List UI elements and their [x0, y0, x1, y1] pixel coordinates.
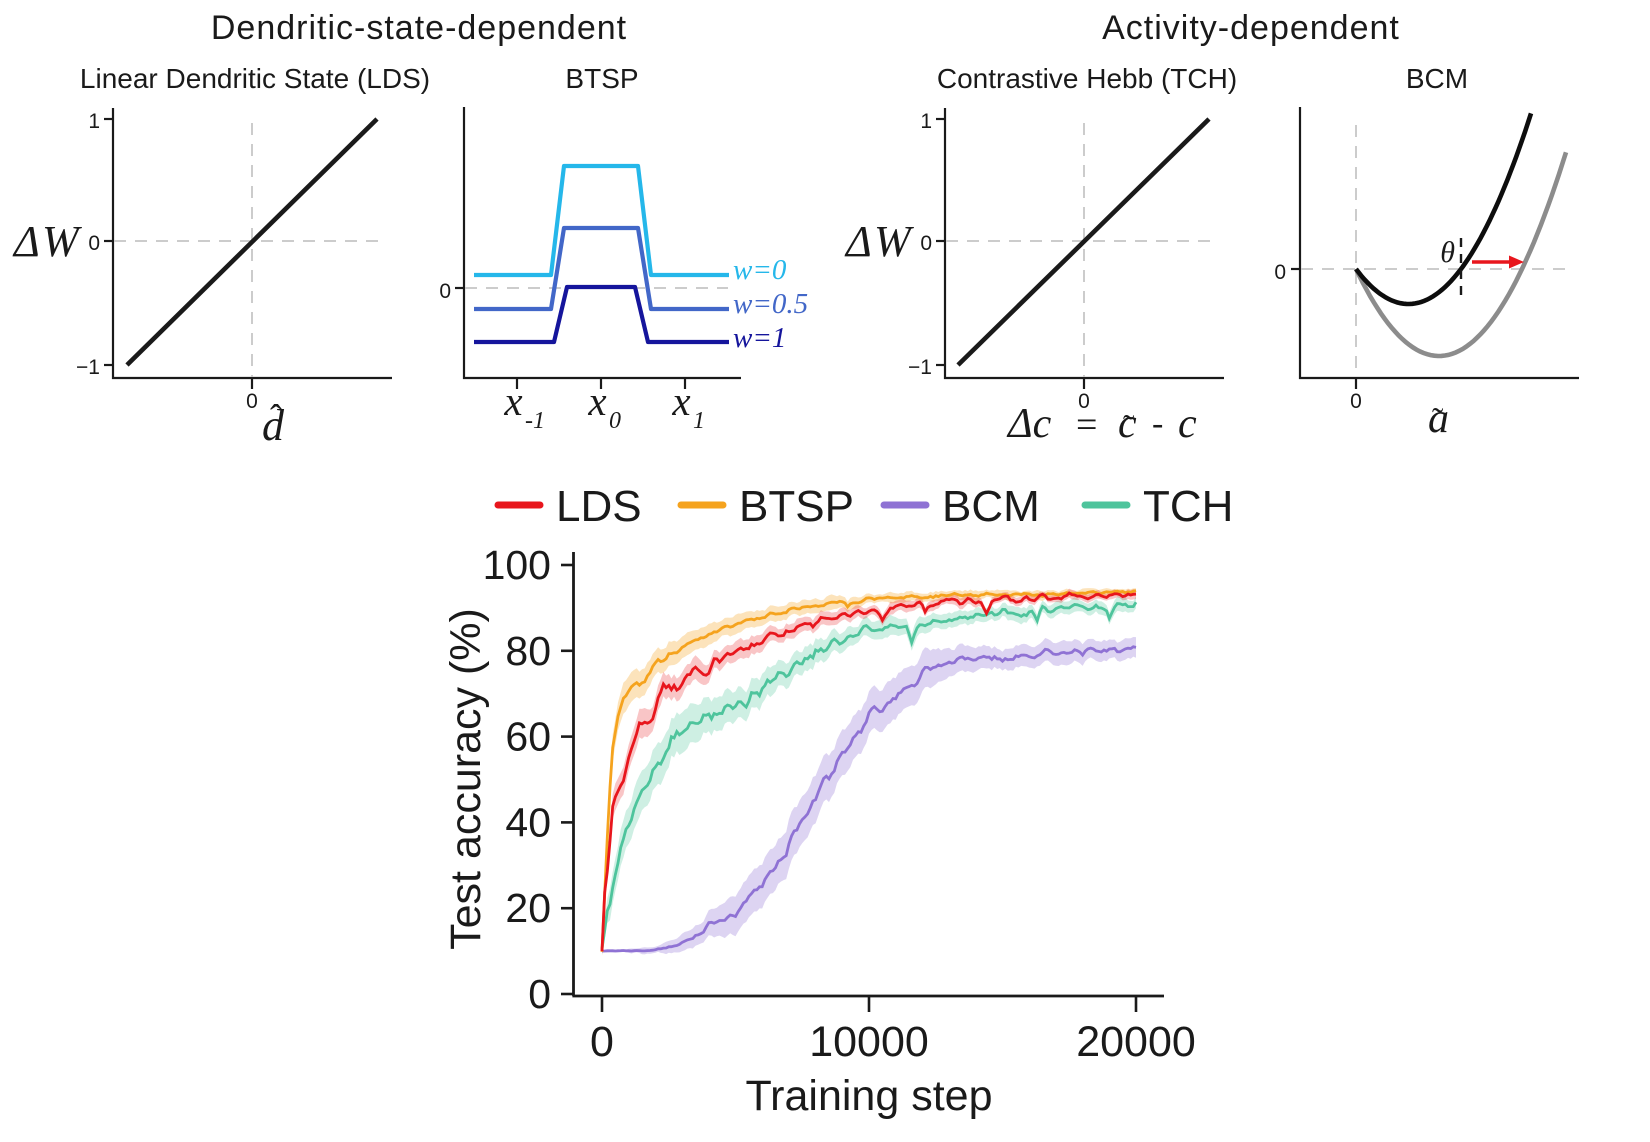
svg-text:W: W [874, 217, 914, 266]
svg-text:−1: −1 [908, 356, 932, 379]
svg-text:-1: -1 [525, 408, 545, 434]
svg-text:1: 1 [693, 408, 705, 434]
svg-text:Activity-dependent: Activity-dependent [1102, 9, 1400, 47]
svg-text:20000: 20000 [1076, 1018, 1196, 1066]
svg-text:TCH: TCH [1143, 482, 1233, 531]
svg-text:Test accuracy (%): Test accuracy (%) [442, 608, 490, 950]
svg-text:˜: ˜ [1432, 402, 1444, 439]
svg-text:BTSP: BTSP [739, 482, 854, 531]
svg-text:Dendritic-state-dependent: Dendritic-state-dependent [211, 9, 627, 47]
svg-text:c: c [1178, 401, 1197, 447]
svg-text:80: 80 [505, 628, 551, 674]
svg-text:1: 1 [920, 110, 932, 133]
svg-text:d: d [262, 401, 285, 450]
svg-text:˜: ˜ [1123, 409, 1135, 446]
svg-text:a: a [1428, 396, 1449, 442]
svg-text:Δ: Δ [844, 217, 872, 266]
svg-text:0: 0 [88, 232, 100, 255]
svg-text:-: - [1152, 405, 1163, 442]
svg-text:x: x [503, 378, 522, 424]
svg-text:x: x [587, 378, 606, 424]
svg-text:20: 20 [505, 885, 551, 931]
svg-text:0: 0 [609, 408, 621, 434]
svg-text:W: W [42, 217, 82, 266]
svg-text:Linear Dendritic State (LDS): Linear Dendritic State (LDS) [80, 63, 430, 94]
svg-text:60: 60 [505, 714, 551, 760]
svg-text:BCM: BCM [942, 482, 1040, 531]
svg-text:BCM: BCM [1406, 63, 1468, 94]
svg-text:w=1: w=1 [733, 322, 786, 354]
svg-text:1: 1 [88, 110, 100, 133]
svg-text:Δ: Δ [12, 217, 40, 266]
svg-text:Training step: Training step [746, 1072, 993, 1120]
svg-text:100: 100 [483, 542, 551, 588]
svg-text:0: 0 [1078, 390, 1090, 413]
svg-text:Contrastive Hebb (TCH): Contrastive Hebb (TCH) [937, 63, 1237, 94]
svg-text:ˆ: ˆ [270, 397, 282, 437]
svg-text:x: x [671, 378, 690, 424]
svg-text:0: 0 [439, 280, 451, 303]
svg-text:0: 0 [528, 971, 551, 1017]
svg-text:40: 40 [505, 799, 551, 845]
svg-text:10000: 10000 [809, 1018, 929, 1066]
svg-text:w=0: w=0 [733, 254, 787, 286]
svg-text:0: 0 [920, 232, 932, 255]
svg-text:θ: θ [1440, 236, 1455, 269]
svg-text:LDS: LDS [556, 482, 642, 531]
svg-text:Δc: Δc [1006, 401, 1052, 447]
svg-text:−1: −1 [76, 356, 100, 379]
svg-text:c: c [1118, 401, 1137, 447]
svg-text:0: 0 [1274, 261, 1286, 284]
svg-text:=: = [1076, 404, 1097, 446]
svg-text:0: 0 [1350, 390, 1362, 413]
svg-text:0: 0 [590, 1018, 614, 1066]
svg-text:w=0.5: w=0.5 [733, 288, 808, 320]
svg-text:0: 0 [246, 390, 258, 413]
svg-text:BTSP: BTSP [565, 63, 638, 94]
